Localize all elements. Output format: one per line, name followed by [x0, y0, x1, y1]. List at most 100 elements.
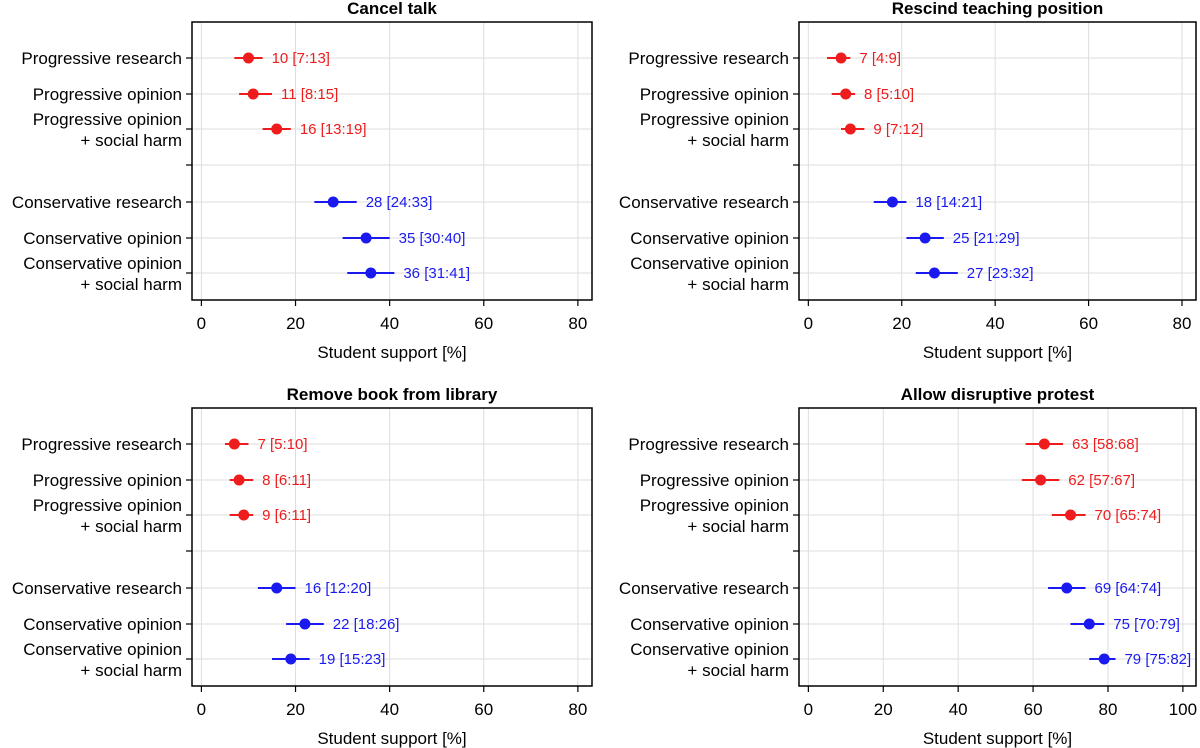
- x-axis-label: Student support [%]: [317, 729, 466, 748]
- panel-title: Allow disruptive protest: [901, 385, 1095, 404]
- panel-title: Remove book from library: [287, 385, 498, 404]
- category-label-line: Conservative opinion: [23, 615, 182, 634]
- category-label-line: Progressive opinion: [33, 110, 182, 129]
- data-label: 75 [70:79]: [1113, 616, 1180, 633]
- category-label: Progressive opinion + social harm: [33, 496, 182, 536]
- category-label: Progressive research: [628, 435, 789, 454]
- data-label: 10 [7:13]: [272, 50, 330, 67]
- data-point: [285, 653, 297, 665]
- data-label: 9 [6:11]: [262, 507, 311, 524]
- category-label-line: Progressive opinion: [640, 496, 789, 515]
- category-label: Progressive opinion: [33, 85, 182, 104]
- panel-frame: [191, 407, 593, 687]
- data-point: [1035, 474, 1047, 486]
- category-label-line: Conservative opinion: [23, 229, 182, 248]
- category-label: Progressive research: [628, 49, 789, 68]
- data-label: 7 [4:9]: [859, 50, 901, 67]
- category-label-line: Conservative opinion: [630, 254, 789, 273]
- category-label: Conservative opinion + social harm: [23, 254, 182, 294]
- panel-frame: [191, 21, 593, 301]
- data-point: [835, 52, 847, 64]
- data-point: [844, 123, 856, 135]
- data-label: 69 [64:74]: [1095, 580, 1162, 597]
- data-label: 28 [24:33]: [366, 194, 433, 211]
- data-label: 35 [30:40]: [399, 230, 466, 247]
- x-tick-label: 0: [197, 700, 206, 719]
- x-tick-label: 20: [286, 700, 305, 719]
- x-tick-label: 60: [474, 700, 493, 719]
- category-label-line: + social harm: [687, 131, 789, 150]
- x-tick-label: 80: [1173, 314, 1192, 333]
- data-point: [271, 582, 283, 594]
- category-label-line: Conservative research: [12, 193, 182, 212]
- category-label: Conservative opinion: [630, 229, 789, 248]
- category-label: Progressive opinion + social harm: [640, 496, 789, 536]
- category-label: Conservative research: [12, 579, 182, 598]
- panel-title: Rescind teaching position: [892, 0, 1104, 18]
- category-label: Progressive opinion + social harm: [33, 110, 182, 150]
- category-label: Progressive opinion: [640, 85, 789, 104]
- data-label: 19 [15:23]: [319, 651, 386, 668]
- data-label: 79 [75:82]: [1124, 651, 1191, 668]
- category-label: Conservative opinion: [630, 615, 789, 634]
- data-point: [238, 509, 250, 521]
- data-point: [886, 196, 898, 208]
- x-tick-label: 80: [568, 700, 587, 719]
- category-label-line: Conservative opinion: [630, 640, 789, 659]
- category-label-line: Conservative opinion: [23, 640, 182, 659]
- data-label: 22 [18:26]: [333, 616, 400, 633]
- category-label-line: Progressive opinion: [33, 471, 182, 490]
- data-point: [228, 438, 240, 450]
- category-label: Conservative research: [619, 579, 789, 598]
- category-label: Conservative research: [12, 193, 182, 212]
- data-label: 9 [7:12]: [873, 121, 923, 138]
- category-label-line: Conservative research: [619, 193, 789, 212]
- category-label-line: + social harm: [687, 517, 789, 536]
- panel-3: Remove book from library 0 20 40 60 80 Student…: [12, 385, 593, 748]
- x-axis-label: Student support [%]: [923, 343, 1072, 362]
- panel-title: Cancel talk: [347, 0, 437, 18]
- panel-frame: [798, 21, 1197, 301]
- category-label-line: + social harm: [687, 275, 789, 294]
- category-label-line: Progressive research: [21, 49, 182, 68]
- category-label: Conservative opinion + social harm: [23, 640, 182, 680]
- category-label-line: Progressive opinion: [640, 85, 789, 104]
- category-label: Progressive opinion + social harm: [640, 110, 789, 150]
- data-point: [271, 123, 283, 135]
- panel-4: Allow disruptive protest 0 20 40 60 80 100 Stud…: [619, 385, 1197, 748]
- category-label-line: + social harm: [687, 661, 789, 680]
- data-point: [327, 196, 339, 208]
- panel-1: Cancel talk 0 20 40 60 80 Student support [%] P…: [12, 0, 593, 362]
- category-label-line: Conservative opinion: [23, 254, 182, 273]
- x-tick-label: 40: [949, 700, 968, 719]
- x-axis-label: Student support [%]: [923, 729, 1072, 748]
- panel-frame: [798, 407, 1197, 687]
- data-label: 11 [8:15]: [281, 86, 338, 103]
- x-tick-label: 60: [1024, 700, 1043, 719]
- data-point: [1061, 582, 1073, 594]
- category-label-line: Progressive opinion: [33, 496, 182, 515]
- category-label-line: + social harm: [80, 661, 182, 680]
- data-point: [840, 88, 852, 100]
- x-tick-label: 80: [1099, 700, 1118, 719]
- category-label-line: Conservative opinion: [630, 615, 789, 634]
- x-tick-label: 40: [380, 700, 399, 719]
- category-label-line: Progressive opinion: [33, 85, 182, 104]
- data-point: [360, 232, 372, 244]
- category-label-line: Progressive research: [628, 49, 789, 68]
- category-label: Progressive research: [21, 435, 182, 454]
- data-point: [233, 474, 245, 486]
- data-label: 16 [13:19]: [300, 121, 367, 138]
- data-label: 62 [57:67]: [1068, 472, 1135, 489]
- data-label: 18 [14:21]: [915, 194, 982, 211]
- x-tick-label: 40: [380, 314, 399, 333]
- x-tick-label: 100: [1169, 700, 1197, 719]
- data-point: [928, 267, 940, 279]
- category-label-line: Conservative opinion: [630, 229, 789, 248]
- category-label: Conservative opinion + social harm: [630, 254, 789, 294]
- category-label: Conservative research: [619, 193, 789, 212]
- panel-2: Rescind teaching position 0 20 40 60 80 Studen…: [619, 0, 1197, 362]
- data-point: [365, 267, 377, 279]
- data-label: 36 [31:41]: [403, 265, 470, 282]
